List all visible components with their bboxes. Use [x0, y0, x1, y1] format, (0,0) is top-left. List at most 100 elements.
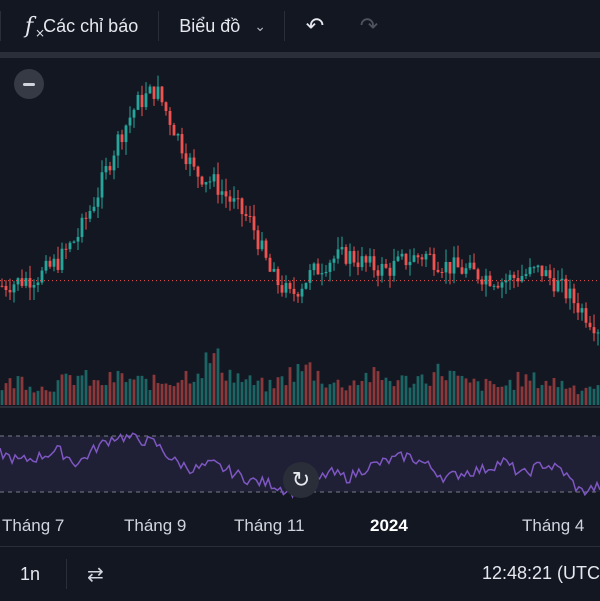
- time-label: Tháng 4: [522, 516, 585, 535]
- candle-body: [224, 191, 228, 197]
- chart-area[interactable]: [0, 58, 600, 508]
- candle-body: [80, 217, 84, 237]
- candle-body: [504, 280, 508, 283]
- candle-body: [480, 279, 484, 285]
- volume-bar: [168, 384, 172, 405]
- candle-body: [160, 86, 164, 103]
- candle-body: [44, 260, 48, 271]
- candle-body: [188, 157, 192, 165]
- volume-bar: [432, 372, 436, 405]
- volume-bar: [260, 377, 264, 405]
- undo-button[interactable]: ↶: [293, 0, 337, 52]
- candle-body: [468, 262, 472, 269]
- indicators-button[interactable]: f × Các chỉ báo: [25, 0, 138, 52]
- volume-bar: [440, 376, 444, 405]
- candle-body: [104, 166, 108, 173]
- candle-body: [532, 267, 536, 269]
- candle-body: [484, 275, 488, 285]
- candle-body: [420, 257, 424, 260]
- volume-bar: [240, 381, 244, 405]
- candle-body: [584, 308, 588, 323]
- candle-body: [440, 271, 444, 273]
- volume-bar: [344, 390, 348, 405]
- volume-bar: [448, 370, 452, 405]
- redo-button[interactable]: ↷: [347, 0, 391, 52]
- candle-body: [248, 216, 252, 218]
- chart-type-dropdown[interactable]: Biểu đồ ⌄: [179, 0, 266, 52]
- volume-bar: [464, 378, 468, 405]
- volume-bar: [200, 378, 204, 405]
- volume-bar: [404, 375, 408, 405]
- candle-body: [508, 274, 512, 281]
- collapse-legend-button[interactable]: [14, 69, 44, 99]
- candle-body: [548, 270, 552, 279]
- candle-body: [312, 263, 316, 271]
- candle-body: [492, 285, 496, 287]
- undo-icon: ↶: [305, 13, 325, 38]
- candle-body: [388, 267, 392, 276]
- volume-bar: [416, 376, 420, 405]
- candle-body: [192, 157, 196, 167]
- candle-body: [196, 166, 200, 177]
- volume-bar: [348, 385, 352, 405]
- candle-body: [372, 256, 376, 271]
- volume-bar: [60, 374, 64, 405]
- volume-bar: [52, 391, 56, 405]
- volume-bar: [104, 385, 108, 405]
- candle-body: [124, 125, 128, 143]
- candle-body: [556, 280, 560, 292]
- time-label: 2024: [370, 516, 408, 535]
- volume-bar: [224, 380, 228, 405]
- price-chart[interactable]: [0, 58, 600, 508]
- clock[interactable]: 12:48:21 (UTC: [481, 563, 600, 583]
- candle-body: [520, 275, 524, 282]
- volume-bar: [152, 374, 156, 405]
- volume-bar: [316, 370, 320, 405]
- candle-body: [288, 282, 292, 289]
- candle-body: [496, 285, 500, 288]
- top-toolbar: f × Các chỉ báo Biểu đồ ⌄ ↶ ↷: [0, 0, 600, 52]
- candle-body: [396, 256, 400, 261]
- volume-bar: [148, 390, 152, 405]
- candle-body: [432, 254, 436, 270]
- volume-bar: [388, 380, 392, 405]
- volume-bar: [372, 367, 376, 405]
- volume-bar: [24, 389, 28, 405]
- candle-body: [524, 274, 528, 276]
- candle-body: [328, 262, 332, 272]
- volume-bar: [384, 377, 388, 405]
- calendar-goto-icon[interactable]: ⇄: [87, 563, 104, 586]
- volume-bar: [40, 386, 44, 405]
- volume-bar: [100, 385, 104, 405]
- candle-body: [176, 134, 180, 136]
- candle-body: [220, 191, 224, 195]
- candle-body: [208, 181, 212, 183]
- candle-body: [180, 134, 184, 154]
- candle-body: [56, 258, 60, 270]
- volume-bar: [44, 390, 48, 405]
- candle-body: [488, 275, 492, 286]
- candle-body: [120, 134, 124, 143]
- volume-bar: [472, 378, 476, 405]
- candle-body: [464, 268, 468, 274]
- candle-body: [228, 196, 232, 202]
- volume-bar: [12, 388, 16, 405]
- volume-bar: [156, 383, 160, 405]
- candle-body: [364, 256, 368, 263]
- volume-bar: [576, 394, 580, 405]
- volume-bar: [228, 369, 232, 405]
- candle-body: [316, 263, 320, 275]
- time-axis[interactable]: Tháng 7 Tháng 9 Tháng 11 2024 Tháng 4: [0, 508, 600, 544]
- volume-bar: [180, 379, 184, 405]
- candle-body: [448, 261, 452, 274]
- candle-body: [412, 255, 416, 262]
- reset-scale-button[interactable]: ↻: [283, 462, 319, 498]
- chevron-down-icon: ⌄: [254, 17, 267, 34]
- candle-body: [164, 102, 168, 111]
- bottom-bar: 1n ⇄ 12:48:21 (UTC: [0, 546, 600, 601]
- candle-body: [20, 278, 24, 286]
- candle-body: [260, 240, 264, 250]
- volume-bar: [584, 387, 588, 405]
- range-button[interactable]: 1n: [20, 563, 41, 584]
- candle-body: [472, 262, 476, 270]
